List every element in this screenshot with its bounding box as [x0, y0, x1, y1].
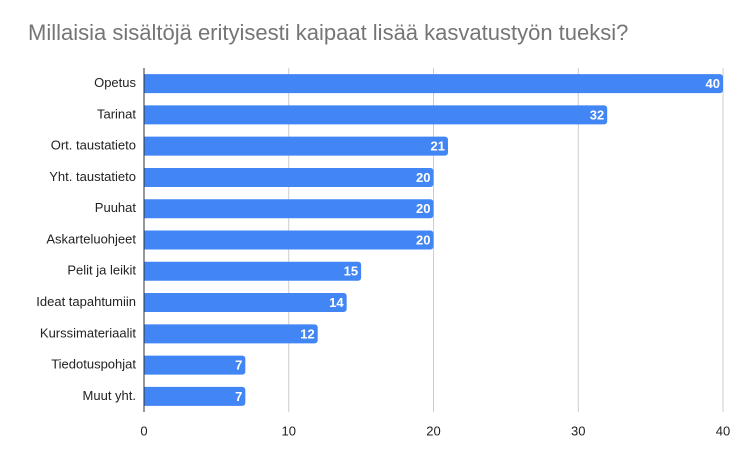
x-tick-label: 30 [571, 423, 585, 438]
bar [144, 261, 362, 281]
x-tick-label: 20 [426, 423, 440, 438]
y-tick-label: Askarteluohjeet [46, 231, 136, 246]
value-label: 20 [416, 170, 430, 185]
chart-title: Millaisia sisältöjä erityisesti kaipaat … [28, 20, 628, 45]
value-label: 7 [235, 358, 242, 373]
y-tick-label: Ort. taustatieto [51, 138, 136, 153]
y-tick-label: Opetus [94, 75, 136, 90]
value-label: 14 [329, 295, 344, 310]
value-label: 15 [344, 264, 358, 279]
bar [144, 199, 434, 219]
y-tick-label: Puuhat [95, 200, 137, 215]
y-tick-label: Muut yht. [83, 388, 136, 403]
value-label: 7 [235, 389, 242, 404]
x-tick-label: 40 [716, 423, 730, 438]
value-label: 21 [431, 139, 445, 154]
bar [144, 324, 318, 344]
y-tick-label: Tiedotuspohjat [51, 357, 136, 372]
bar [144, 386, 246, 406]
y-tick-label: Pelit ja leikit [67, 263, 136, 278]
y-tick-label: Yht. taustatieto [49, 169, 136, 184]
value-label: 40 [706, 76, 720, 91]
bar [144, 136, 448, 156]
bar [144, 293, 347, 313]
y-tick-label: Kurssimateriaalit [40, 325, 136, 340]
y-tick-label: Tarinat [97, 106, 136, 121]
x-tick-label: 10 [282, 423, 296, 438]
bar [144, 167, 434, 187]
value-label: 20 [416, 232, 430, 247]
x-tick-label: 0 [140, 423, 147, 438]
value-label: 20 [416, 201, 430, 216]
y-tick-label: Ideat tapahtumiin [36, 294, 136, 309]
bar [144, 230, 434, 250]
bar [144, 355, 246, 375]
value-label: 32 [590, 107, 604, 122]
bar [144, 105, 608, 125]
bar [144, 74, 723, 94]
value-label: 12 [300, 326, 314, 341]
